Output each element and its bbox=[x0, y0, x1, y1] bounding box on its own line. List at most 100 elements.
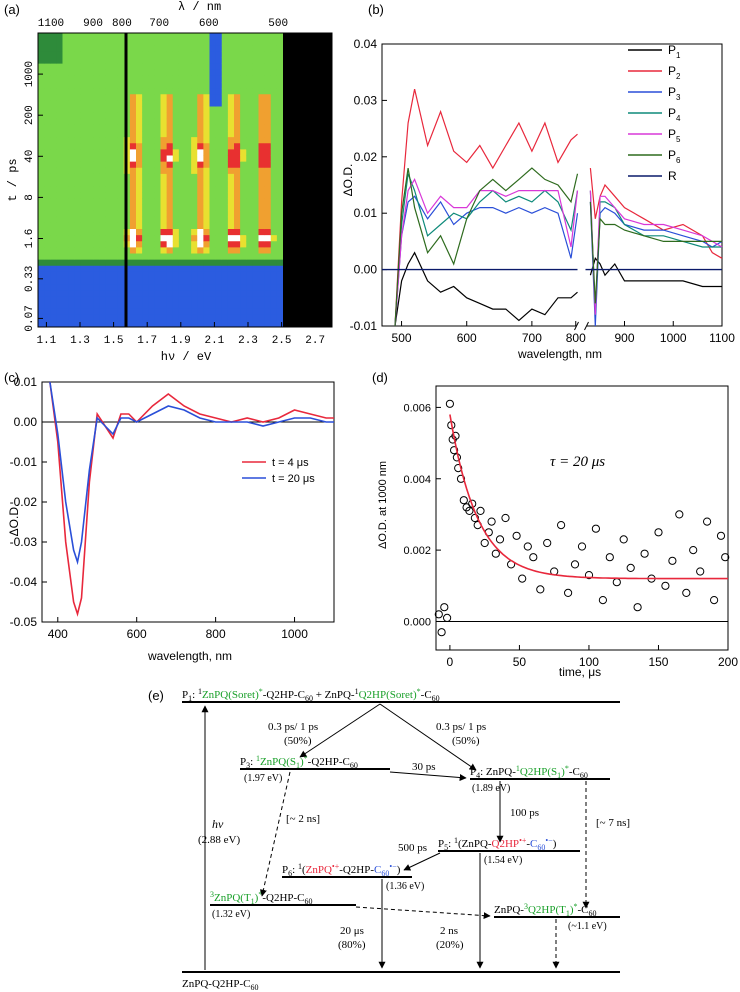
heatmap-cell bbox=[234, 259, 241, 267]
heatmap-cell bbox=[252, 216, 259, 224]
heatmap-cell bbox=[295, 88, 302, 95]
heatmap-cell bbox=[117, 204, 125, 212]
heatmap-cell bbox=[325, 241, 333, 248]
heatmap-cell bbox=[240, 131, 247, 138]
heatmap-cell bbox=[129, 143, 137, 150]
heatmap-cell bbox=[38, 198, 45, 205]
heatmap-cell bbox=[270, 216, 278, 224]
heatmap-cell bbox=[87, 155, 94, 163]
heatmap-cell bbox=[191, 118, 198, 126]
heatmap-cell bbox=[87, 192, 94, 199]
heatmap-cell bbox=[142, 155, 149, 163]
heatmap-cell bbox=[246, 69, 253, 77]
panel-b: (b) 500 600 700 800 900 1000 11000.040.030.020… bbox=[341, 2, 735, 361]
heatmap-cell bbox=[240, 137, 247, 144]
heatmap-cell bbox=[136, 204, 143, 212]
heatmap-cell bbox=[313, 118, 321, 126]
heatmap-cell bbox=[313, 290, 321, 297]
heatmap-cell bbox=[136, 265, 143, 273]
heatmap-cell bbox=[56, 124, 63, 132]
heatmap-cell bbox=[50, 39, 57, 46]
heatmap-cell bbox=[154, 320, 161, 328]
heatmap-cell bbox=[178, 149, 186, 156]
heatmap-cell bbox=[221, 284, 229, 291]
heatmap-cell bbox=[313, 137, 321, 144]
heatmap-cell bbox=[295, 45, 302, 52]
heatmap-cell bbox=[289, 33, 296, 40]
heatmap-cell bbox=[105, 296, 112, 303]
heatmap-cell bbox=[185, 143, 192, 150]
heatmap-cell bbox=[44, 314, 51, 322]
series-P4-line bbox=[394, 173, 579, 327]
heatmap-cell bbox=[215, 69, 223, 77]
heatmap-cell bbox=[142, 204, 149, 212]
heatmap-cell bbox=[178, 235, 186, 242]
heatmap-cell bbox=[191, 314, 198, 322]
heatmap-cell bbox=[264, 259, 272, 267]
heatmap-cell bbox=[99, 94, 106, 101]
heatmap-cell bbox=[80, 284, 88, 291]
heatmap-cell bbox=[307, 278, 315, 285]
heatmap-cell bbox=[301, 69, 308, 77]
heatmap-cell bbox=[38, 131, 45, 138]
heatmap-cell bbox=[50, 45, 57, 52]
heatmap-cell bbox=[142, 173, 149, 181]
heatmap-cell bbox=[129, 308, 137, 316]
heatmap-cell bbox=[289, 82, 296, 89]
heatmap-cell bbox=[234, 88, 241, 95]
heatmap-cell bbox=[270, 88, 278, 95]
state-p4: P4: ZnPQ-1Q2HP(S1)*-C60 bbox=[470, 764, 588, 780]
heatmap-cell bbox=[111, 204, 119, 212]
heatmap-cell bbox=[319, 302, 327, 310]
heatmap-cell bbox=[325, 124, 333, 132]
heatmap-cell bbox=[203, 229, 210, 236]
heatmap-cell bbox=[221, 271, 229, 279]
heatmap-cell bbox=[258, 149, 266, 156]
heatmap-cell bbox=[129, 173, 137, 181]
heatmap-cell bbox=[264, 180, 272, 187]
heatmap-cell bbox=[178, 284, 186, 291]
heatmap-cell bbox=[234, 167, 241, 175]
heatmap-cell bbox=[68, 94, 76, 101]
heatmap-cell bbox=[264, 278, 272, 285]
heatmap-cell bbox=[295, 106, 302, 114]
heatmap-cell bbox=[283, 39, 290, 46]
heatmap-cell bbox=[172, 57, 180, 65]
heatmap-cell bbox=[166, 94, 174, 101]
heatmap-cell bbox=[276, 259, 284, 267]
heatmap-cell bbox=[295, 278, 302, 285]
state-p5: P5: 1(ZnPQ-Q2HP•+-C60•−) bbox=[438, 836, 557, 852]
heatmap-cell bbox=[307, 118, 315, 126]
heatmap-cell bbox=[99, 88, 106, 95]
panel-a-bottom-ticks: 1.1 1.3 1.5 1.7 1.9 2.1 2.3 2.5 2.7 bbox=[36, 322, 325, 347]
heatmap-cell bbox=[166, 45, 174, 52]
heatmap-cell bbox=[191, 69, 198, 77]
heatmap-cell bbox=[319, 284, 327, 291]
heatmap-cell bbox=[154, 94, 161, 101]
heatmap-cell bbox=[203, 63, 210, 71]
heatmap-cell bbox=[99, 155, 106, 163]
heatmap-cell bbox=[307, 253, 315, 261]
panel-a-bottom-axis-label: hν / eV bbox=[161, 350, 212, 364]
heatmap-cell bbox=[295, 210, 302, 218]
heatmap-cell bbox=[142, 161, 149, 169]
heatmap-cell bbox=[215, 198, 223, 205]
panel-d-ylabel: ΔO.D. at 1000 nm bbox=[377, 461, 389, 549]
heatmap-cell bbox=[111, 247, 119, 254]
heatmap-cell bbox=[301, 278, 308, 285]
heatmap-cell bbox=[105, 106, 112, 114]
heatmap-cell bbox=[56, 149, 63, 156]
heatmap-cell bbox=[264, 235, 272, 242]
heatmap-cell bbox=[215, 75, 223, 83]
heatmap-cell bbox=[325, 94, 333, 101]
heatmap-cell bbox=[209, 259, 217, 267]
heatmap-cell bbox=[111, 45, 119, 52]
heatmap-cell bbox=[209, 57, 217, 65]
heatmap-cell bbox=[80, 82, 88, 89]
heatmap-cell bbox=[80, 290, 88, 297]
x-tick-label: 2.5 bbox=[272, 335, 292, 347]
heatmap-cell bbox=[240, 180, 247, 187]
heatmap-cell bbox=[62, 320, 70, 328]
heatmap-cell bbox=[197, 131, 204, 138]
arrow-p1-p3 bbox=[299, 703, 381, 758]
